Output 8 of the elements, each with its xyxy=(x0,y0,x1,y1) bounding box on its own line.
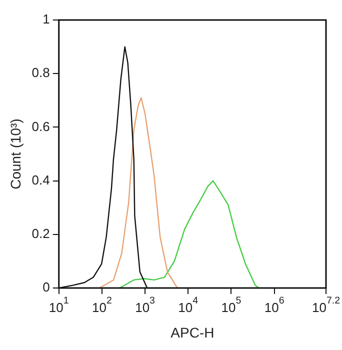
x-axis-title: APC-H xyxy=(170,324,214,340)
y-axis-title: Count (10³) xyxy=(7,118,24,190)
y-tick-label: 0.4 xyxy=(32,172,50,188)
y-tick-label: 0 xyxy=(42,280,50,295)
y-tick-label: 0.8 xyxy=(32,65,50,80)
y-tick-label: 0.2 xyxy=(32,226,50,241)
y-tick-label: 0.6 xyxy=(32,118,50,134)
y-tick-label: 1 xyxy=(42,12,50,27)
